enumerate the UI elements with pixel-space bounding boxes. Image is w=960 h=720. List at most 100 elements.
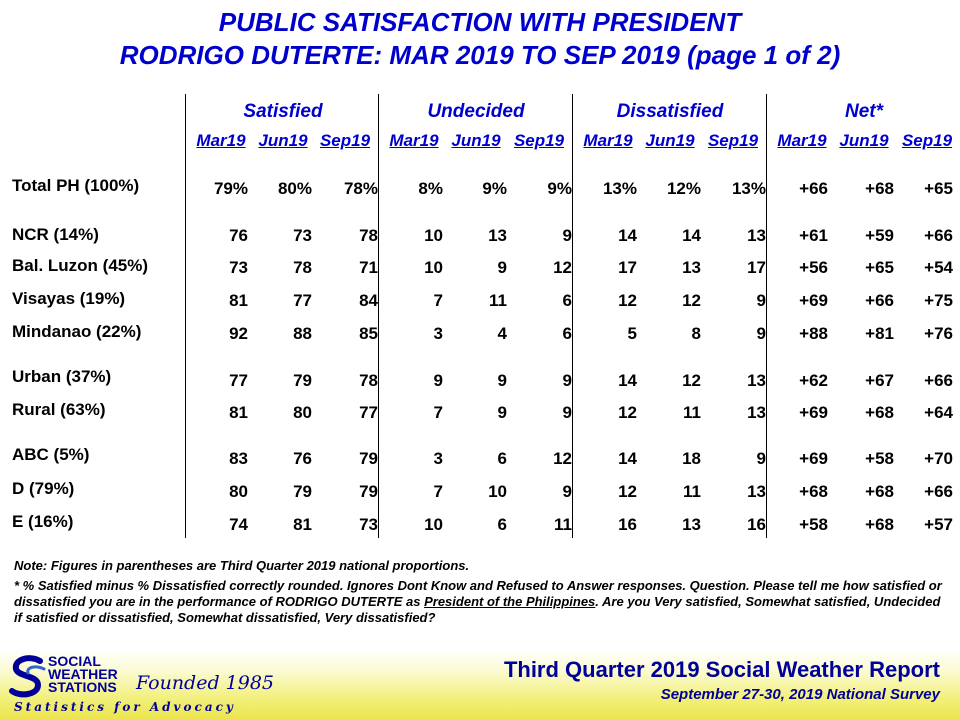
table-cell: 16 — [747, 515, 766, 534]
period-header: Sep19 — [901, 131, 953, 150]
table-cell: +68 — [865, 403, 894, 422]
table-cell: 14 — [618, 226, 637, 245]
table-cell: 12 — [618, 403, 637, 422]
table-cell: 11 — [683, 482, 701, 501]
table-cell: 85 — [359, 324, 378, 343]
row-label: ABC (5%) — [12, 445, 90, 464]
table-cell: 12 — [682, 371, 701, 390]
group-header-satisfied: Satisfied — [243, 101, 323, 122]
table-cell: 12 — [682, 291, 701, 310]
question-text-underlined: President of the Philippines — [424, 594, 596, 609]
table-cell: 7 — [433, 291, 443, 310]
table-cell: 79% — [213, 179, 248, 198]
period-header: Jun19 — [645, 131, 695, 150]
table-cell: 92 — [229, 324, 248, 343]
table-cell: 6 — [497, 449, 507, 468]
table-cell: +64 — [924, 403, 953, 422]
row-label: Mindanao (22%) — [12, 322, 142, 341]
table-cell: 3 — [433, 449, 443, 468]
period-header: Mar19 — [196, 131, 246, 150]
table-cell: 10 — [488, 482, 507, 501]
table-cell: 11 — [683, 403, 701, 422]
period-header: Jun19 — [258, 131, 308, 150]
column-divider — [766, 94, 767, 538]
period-header: Mar19 — [389, 131, 439, 150]
table-cell: 17 — [747, 258, 766, 277]
table-cell: 77 — [229, 371, 248, 390]
note-net-definition: * % Satisfied minus % Dissatisfied corre… — [14, 578, 949, 626]
row-label: D (79%) — [12, 479, 75, 498]
title-line-2: RODRIGO DUTERTE: MAR 2019 TO SEP 2019 (p… — [119, 40, 841, 70]
notes: Note: Figures in parentheses are Third Q… — [14, 558, 949, 630]
table-cell: 84 — [359, 291, 378, 310]
period-header: Mar19 — [777, 131, 827, 150]
table-cell: 9 — [562, 226, 572, 245]
table-cell: 4 — [497, 324, 507, 343]
table-cell: +65 — [865, 258, 894, 277]
page-title: PUBLIC SATISFACTION WITH PRESIDENT RODRI… — [0, 6, 960, 72]
table-cell: 76 — [229, 226, 248, 245]
logo-founded: Founded 1985 — [136, 672, 275, 694]
table-cell: 78 — [359, 226, 378, 245]
logo-tagline: Statistics for Advocacy — [14, 700, 236, 714]
table-cell: 81 — [293, 515, 312, 534]
table-cell: 9 — [756, 324, 766, 343]
report-title: Third Quarter 2019 Social Weather Report — [503, 657, 940, 682]
table-cell: 12% — [666, 179, 701, 198]
table-cell: 12 — [553, 258, 572, 277]
table-cell: +66 — [865, 291, 894, 310]
table-cell: 9 — [497, 258, 507, 277]
table-cell: 78% — [343, 179, 378, 198]
table-cell: 76 — [293, 449, 312, 468]
table-cell: +68 — [865, 179, 894, 198]
table-cell: +69 — [799, 291, 828, 310]
table-cell: 80 — [229, 482, 248, 501]
logo-line-3: STATIONS — [48, 679, 117, 695]
table-cell: +65 — [924, 179, 953, 198]
table-cell: 12 — [618, 291, 637, 310]
table-cell: 9 — [562, 403, 572, 422]
table-cell: +81 — [865, 324, 894, 343]
note-net-text: * % Satisfied minus % Dissatisfied corre… — [14, 578, 687, 593]
row-label: Urban (37%) — [12, 367, 112, 386]
table-cell: 17 — [618, 258, 637, 277]
column-divider — [572, 94, 573, 538]
table-cell: 80 — [293, 403, 312, 422]
note-proportions: Note: Figures in parentheses are Third Q… — [14, 558, 470, 573]
row-label: NCR (14%) — [12, 225, 99, 244]
table-cell: 3 — [433, 324, 443, 343]
table-cell: +88 — [799, 324, 828, 343]
table-cell: 12 — [553, 449, 572, 468]
table-cell: 9 — [433, 371, 443, 390]
table-cell: 81 — [229, 403, 248, 422]
table-cell: 9 — [497, 403, 507, 422]
table-cell: 5 — [627, 324, 637, 343]
row-label: Rural (63%) — [12, 400, 106, 419]
table-cell: 88 — [293, 324, 312, 343]
footer-band — [0, 648, 960, 720]
table-cell: +76 — [924, 324, 953, 343]
table-cell: +66 — [799, 179, 828, 198]
period-header: Sep19 — [319, 131, 371, 150]
question-text-a: Question. Please tell me how satisfied o… — [14, 578, 942, 609]
logo-line-2: WEATHER — [48, 666, 118, 682]
table-cell: 9% — [482, 179, 507, 198]
table-cell: 13% — [731, 179, 766, 198]
logo-wordmark: SOCIAL WEATHER STATIONS — [48, 654, 118, 695]
table-cell: 11 — [489, 291, 507, 310]
period-header: Jun19 — [839, 131, 889, 150]
table-cell: 77 — [359, 403, 378, 422]
period-header: Mar19 — [583, 131, 633, 150]
table-cell: 13 — [747, 403, 766, 422]
table-cell: 18 — [682, 449, 701, 468]
table-cell: 7 — [433, 403, 443, 422]
period-header: Jun19 — [451, 131, 501, 150]
table-cell: +58 — [865, 449, 894, 468]
sws-logo-icon — [9, 655, 46, 698]
table-cell: 13 — [682, 258, 701, 277]
table-cell: +66 — [924, 482, 953, 501]
group-header-net: Net* — [844, 101, 883, 122]
table-cell: 7 — [433, 482, 443, 501]
table-cell: 83 — [229, 449, 248, 468]
table-cell: +68 — [799, 482, 828, 501]
